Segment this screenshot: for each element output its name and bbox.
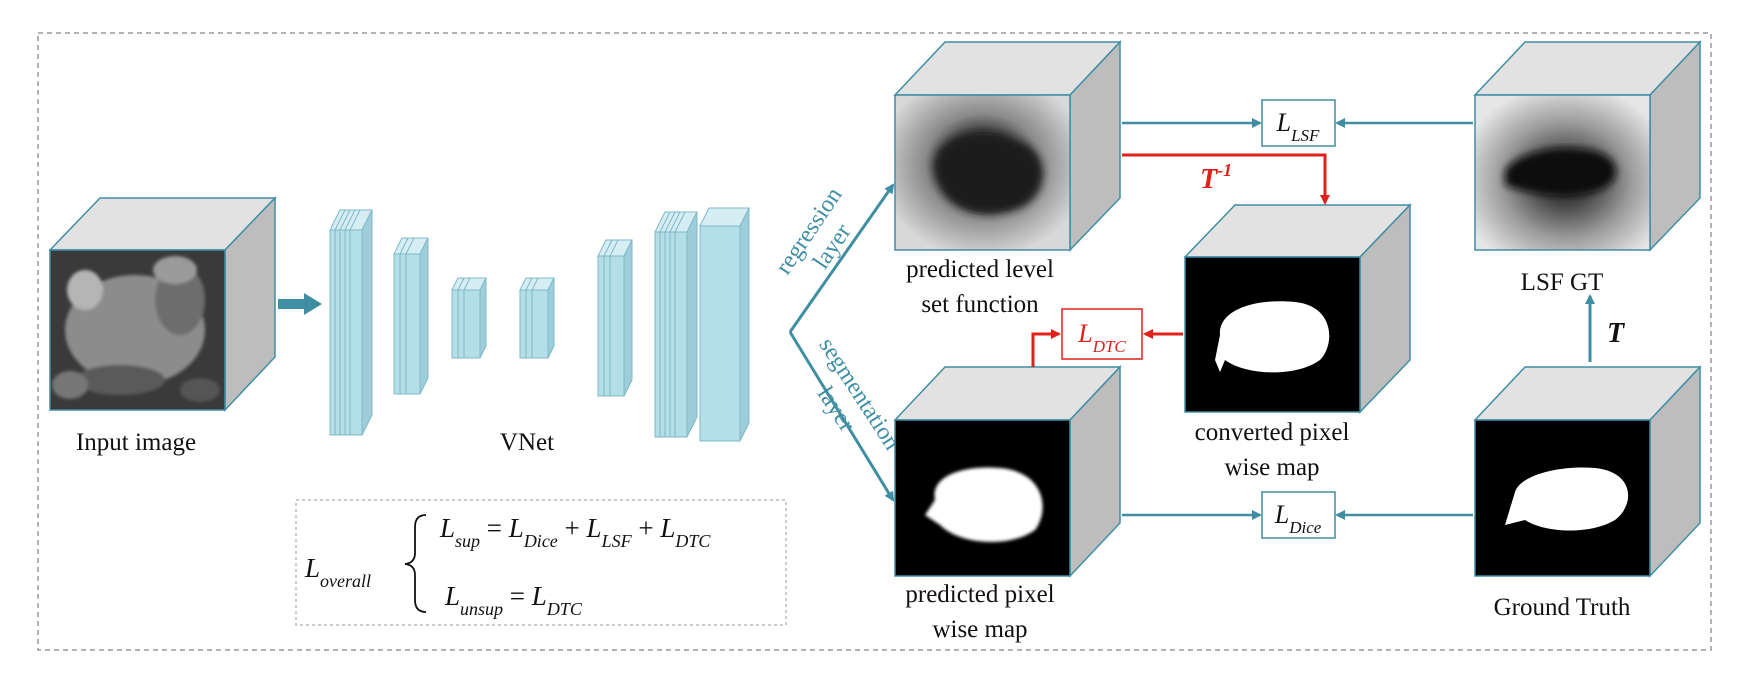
predicted-pixel-map-caption: predicted pixel wise map [905, 581, 1054, 643]
regression-branch-arrow [788, 183, 895, 333]
svg-text:predicted level: predicted level [906, 256, 1054, 283]
overall-loss-term: Loverall [304, 553, 371, 591]
segmentation-branch-arrow [788, 331, 895, 502]
unsupervised-loss-equation: Lunsup = LDTC [444, 581, 583, 619]
svg-text:LLSF: LLSF [1276, 108, 1320, 145]
svg-text:set function: set function [921, 291, 1039, 318]
vnet-caption: VNet [500, 429, 554, 456]
inverse-transform-label: T-1 [1200, 160, 1232, 195]
input-image-cube [48, 196, 277, 412]
loss-dice-box: LDice [1261, 491, 1336, 539]
supervised-loss-equation: Lsup = LDice + LLSF + LDTC [439, 513, 711, 551]
pred-pixel-to-loss-dtc-arrow [1031, 329, 1061, 367]
ct-slice-texture [52, 256, 220, 402]
vnet-architecture [329, 207, 750, 442]
segmentation-layer-label: segmentation layer [812, 333, 905, 454]
svg-text:converted pixel: converted pixel [1195, 419, 1350, 446]
vnet-layer-block [531, 277, 555, 359]
converted-pixel-map-cube [1183, 203, 1412, 414]
svg-text:wise map: wise map [1224, 454, 1319, 481]
predicted-lsf-caption: predicted level set function [906, 256, 1054, 318]
input-image-caption: Input image [76, 429, 196, 456]
svg-text:wise map: wise map [932, 616, 1027, 643]
outer-frame [37, 32, 1712, 651]
svg-text:predicted pixel: predicted pixel [905, 581, 1054, 608]
formula-brace [404, 514, 427, 613]
vnet-layer-block [463, 277, 487, 359]
ground-truth-caption: Ground Truth [1494, 594, 1631, 621]
loss-formula-box: Loverall Lsup = LDice + LLSF + LDTC Luns… [295, 499, 787, 626]
predicted-lsf-cube [893, 40, 1122, 252]
lsf-gt-caption: LSF GT [1521, 269, 1604, 296]
inverse-transform-arrow [1122, 153, 1330, 205]
vnet-layer-block [405, 237, 429, 395]
forward-transform-label: T [1607, 318, 1626, 349]
input-to-vnet-arrow [278, 293, 322, 315]
converted-pixel-map-caption: converted pixel wise map [1195, 419, 1350, 481]
svg-text:LDTC: LDTC [1077, 319, 1126, 356]
svg-text:LDice: LDice [1274, 500, 1322, 537]
vnet-layer-block [699, 207, 750, 442]
vnet-layer-block [609, 239, 633, 397]
vnet-layer-block [349, 209, 373, 436]
lsf-gt-cube [1473, 40, 1702, 252]
vnet-layer-block [674, 211, 698, 438]
predicted-pixel-map-cube [893, 365, 1122, 578]
ground-truth-cube [1473, 365, 1702, 578]
loss-lsf-box: LLSF [1261, 99, 1336, 147]
loss-dtc-box: LDTC [1061, 308, 1143, 360]
